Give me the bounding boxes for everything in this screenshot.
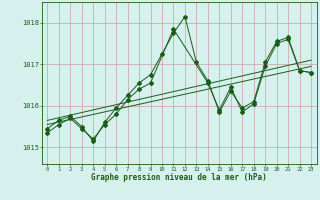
X-axis label: Graphe pression niveau de la mer (hPa): Graphe pression niveau de la mer (hPa) <box>91 173 267 182</box>
